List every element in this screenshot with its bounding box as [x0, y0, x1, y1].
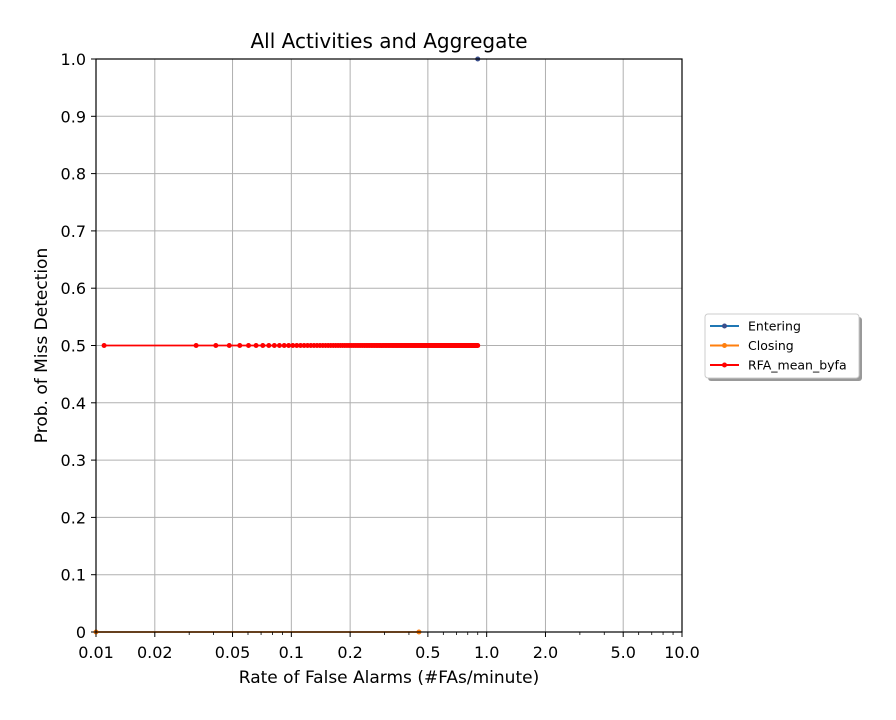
legend-label: Entering: [748, 319, 801, 334]
y-tick-label: 0.7: [61, 222, 86, 241]
data-point: [237, 343, 243, 348]
x-tick-label: 0.01: [78, 643, 114, 662]
y-tick-label: 0.2: [61, 508, 86, 527]
data-point: [193, 343, 199, 348]
x-tick-label: 5.0: [610, 643, 635, 662]
data-point: [266, 343, 272, 348]
y-tick-label: 0.6: [61, 279, 86, 298]
y-tick-label: 1.0: [61, 50, 86, 69]
x-tick-label: 0.2: [337, 643, 362, 662]
data-point: [276, 343, 282, 348]
legend-marker: [722, 343, 727, 348]
y-tick-label: 0.5: [61, 337, 86, 356]
data-point: [271, 343, 277, 348]
x-tick-label: 0.5: [415, 643, 440, 662]
y-tick-label: 0.9: [61, 107, 86, 126]
legend: Entering Closing RFA_mean_byfa: [704, 313, 862, 381]
grid: [95, 58, 683, 633]
x-tick-label: 0.1: [279, 643, 304, 662]
data-point: [298, 343, 304, 348]
data-point: [253, 343, 259, 348]
data-point: [246, 343, 252, 348]
legend-item: Closing: [710, 338, 794, 353]
legend-item: RFA_mean_byfa: [710, 358, 847, 373]
x-tick-label: 2.0: [533, 643, 558, 662]
legend-box: [704, 313, 860, 379]
legend-label: RFA_mean_byfa: [748, 358, 847, 373]
data-point: [101, 343, 107, 348]
x-tick-label: 1.0: [474, 643, 499, 662]
tick-labels: 0.01 0.02 0.05 0.1 0.2 0.5 1.0 2.0 5.0 10.0 0 0.1 0.…: [61, 50, 700, 662]
data-point: [301, 343, 307, 348]
legend-item: Entering: [710, 319, 801, 334]
ticks: [91, 58, 683, 637]
x-tick-label: 0.05: [215, 643, 251, 662]
y-tick-label: 0.1: [61, 566, 86, 585]
x-tick-label: 10.0: [664, 643, 700, 662]
legend-marker: [722, 323, 727, 329]
x-axis-title: Rate of False Alarms (#FAs/minute): [239, 668, 539, 688]
y-tick-label: 0.4: [61, 394, 86, 413]
chart-title: All Activities and Aggregate: [251, 29, 528, 53]
data-point: [260, 343, 266, 348]
legend-label: Closing: [748, 338, 794, 353]
data-point: [290, 343, 296, 348]
y-tick-label: 0.3: [61, 451, 86, 470]
y-tick-label: 0.8: [61, 165, 86, 184]
data-point: [213, 343, 219, 348]
data-point: [281, 343, 287, 348]
legend-marker: [722, 362, 727, 368]
y-axis-title: Prob. of Miss Detection: [32, 248, 52, 443]
data-point: [286, 343, 292, 348]
data-point: [475, 343, 481, 348]
y-tick-label: 0: [76, 623, 86, 642]
data-point: [226, 343, 232, 348]
x-tick-label: 0.02: [137, 643, 173, 662]
data-point: [294, 343, 300, 348]
series-rfa-mean-byfa: [101, 343, 481, 348]
